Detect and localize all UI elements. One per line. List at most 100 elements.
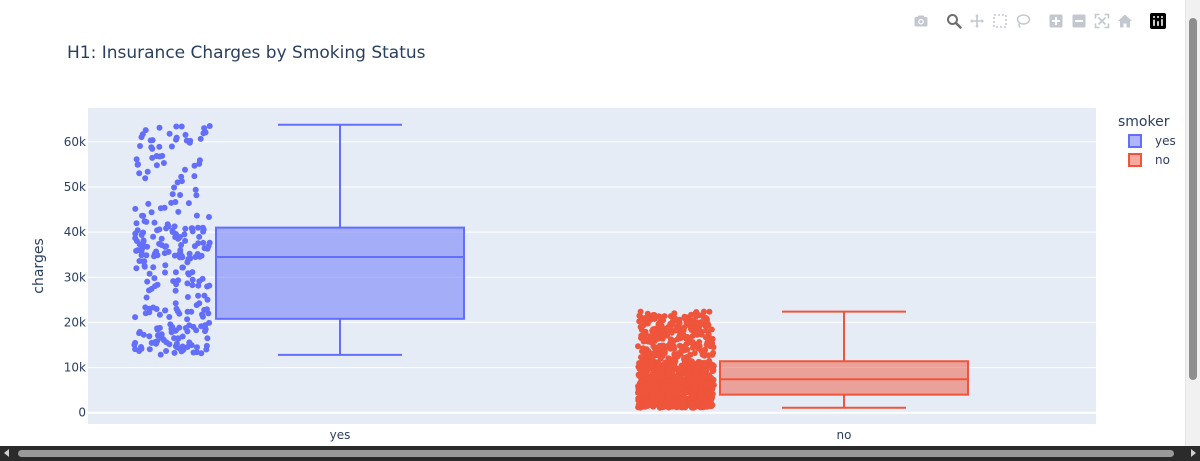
data-point	[151, 219, 158, 226]
data-point	[153, 162, 160, 169]
data-point	[136, 241, 143, 248]
legend-label: no	[1155, 153, 1170, 167]
x-tick-label: yes	[330, 428, 351, 442]
data-point	[679, 396, 686, 403]
y-tick-label: 40k	[64, 225, 86, 239]
data-point	[151, 275, 158, 282]
data-point	[133, 247, 140, 254]
data-point	[178, 348, 185, 355]
data-point	[681, 370, 688, 377]
data-point	[166, 130, 173, 137]
data-point	[673, 373, 680, 380]
scroll-right-arrow-icon[interactable]	[1191, 449, 1196, 457]
data-point	[665, 399, 672, 406]
data-point	[184, 280, 191, 287]
data-point	[204, 296, 211, 303]
data-point	[161, 250, 168, 257]
data-point	[186, 250, 193, 257]
data-point	[154, 227, 161, 234]
lasso-icon[interactable]	[1014, 12, 1032, 30]
data-point	[132, 314, 139, 321]
modebar	[912, 12, 1172, 30]
data-point	[640, 335, 647, 342]
data-point	[132, 230, 139, 237]
box-select-icon[interactable]	[991, 12, 1009, 30]
data-point	[184, 294, 191, 300]
data-point	[672, 327, 679, 334]
legend-item-no[interactable]: no	[1128, 153, 1170, 167]
data-point	[193, 192, 200, 199]
data-point	[176, 324, 183, 331]
data-point	[144, 278, 151, 285]
data-point	[156, 124, 163, 131]
data-point	[169, 191, 176, 198]
data-point	[703, 327, 710, 334]
camera-icon[interactable]	[912, 12, 930, 30]
data-point	[136, 328, 143, 335]
data-point	[667, 388, 674, 394]
scroll-left-arrow-icon[interactable]	[4, 449, 9, 457]
data-point	[681, 356, 687, 363]
pan-icon[interactable]	[968, 12, 986, 30]
reset-axes-icon[interactable]	[1116, 12, 1134, 30]
zoom-in-icon[interactable]	[1047, 12, 1065, 30]
data-point	[165, 223, 172, 230]
zoom-icon[interactable]	[945, 12, 963, 30]
data-point	[182, 225, 189, 232]
data-point	[161, 337, 167, 344]
data-point	[172, 234, 179, 241]
data-point	[676, 342, 683, 349]
data-point	[188, 308, 195, 315]
data-point	[652, 390, 659, 397]
data-point	[707, 381, 714, 387]
zoom-out-icon[interactable]	[1070, 12, 1088, 30]
horizontal-scrollbar-thumb[interactable]	[18, 450, 1174, 457]
horizontal-scrollbar[interactable]	[0, 446, 1200, 461]
vertical-scrollbar[interactable]	[1185, 0, 1200, 446]
data-point	[640, 374, 647, 381]
plotly-logo-icon[interactable]	[1149, 12, 1167, 30]
data-point	[672, 315, 678, 322]
data-point	[173, 305, 180, 312]
data-point	[203, 306, 210, 313]
data-point	[142, 304, 149, 311]
data-point	[140, 237, 147, 244]
data-point	[156, 311, 163, 318]
legend-item-yes[interactable]: yes	[1128, 134, 1176, 148]
data-point	[694, 331, 701, 338]
data-point	[133, 156, 140, 163]
data-point	[168, 199, 175, 206]
data-point	[199, 224, 206, 231]
data-point	[700, 313, 707, 320]
data-point	[707, 342, 714, 348]
data-point	[156, 143, 163, 150]
data-point	[196, 233, 203, 240]
data-point	[183, 137, 190, 144]
data-point	[172, 287, 179, 294]
data-point	[193, 212, 200, 219]
data-point	[668, 383, 675, 390]
data-point	[655, 335, 662, 342]
data-point	[146, 346, 153, 353]
data-point	[153, 248, 160, 255]
data-point	[635, 389, 641, 396]
legend[interactable]: smoker yes no	[1118, 114, 1176, 167]
autoscale-icon[interactable]	[1093, 12, 1111, 30]
vertical-scrollbar-thumb[interactable]	[1189, 18, 1197, 380]
data-point	[657, 355, 664, 362]
data-point	[635, 343, 641, 350]
data-point	[643, 389, 650, 395]
y-axis-label: charges	[31, 238, 47, 293]
data-point	[162, 262, 169, 269]
data-point	[133, 265, 140, 272]
data-point	[643, 315, 650, 321]
data-point	[645, 399, 652, 406]
data-point	[688, 311, 695, 318]
data-point	[178, 173, 185, 180]
data-point	[674, 353, 681, 360]
data-point	[157, 205, 164, 212]
data-point	[173, 123, 180, 130]
data-point	[669, 396, 676, 403]
data-point	[667, 369, 674, 376]
data-point	[690, 387, 696, 394]
